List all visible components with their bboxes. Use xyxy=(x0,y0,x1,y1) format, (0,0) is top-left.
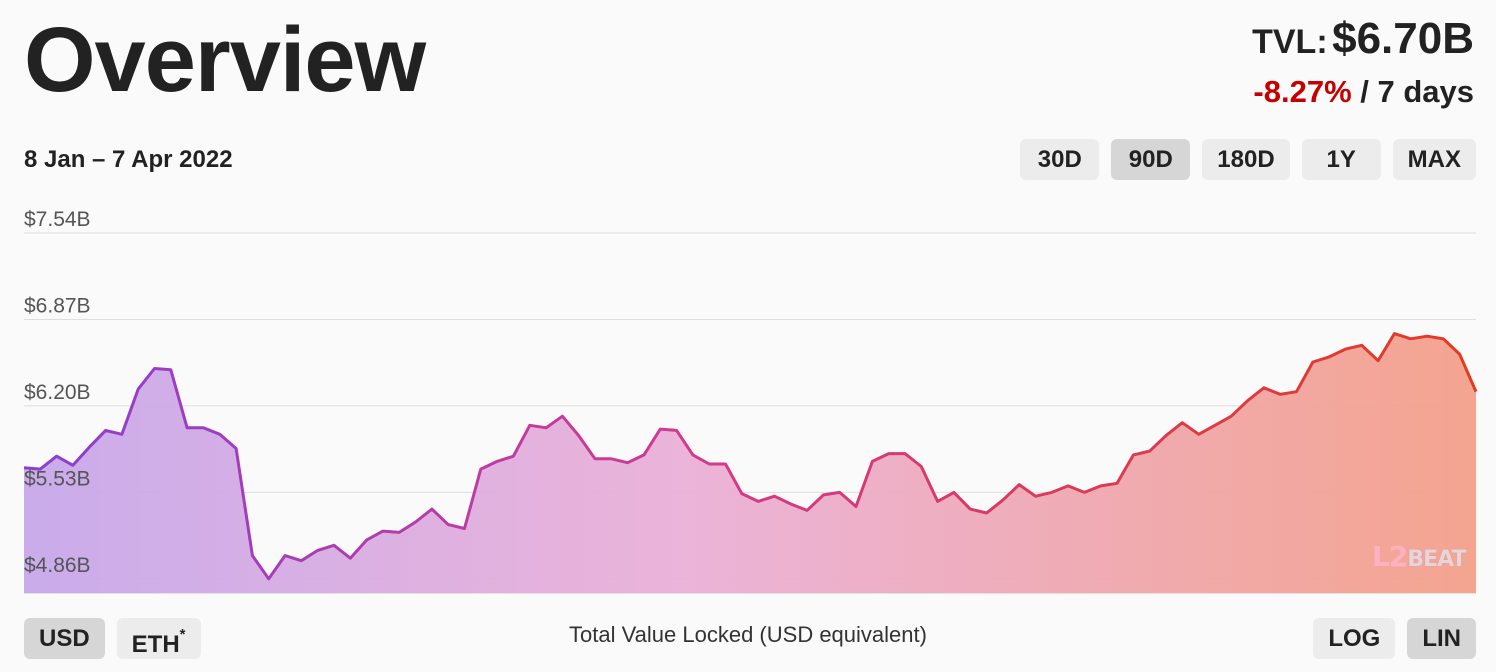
tvl-value: $6.70B xyxy=(1332,14,1474,63)
range-button-180d[interactable]: 180D xyxy=(1202,139,1290,180)
series-area xyxy=(24,333,1476,593)
range-button-90d[interactable]: 90D xyxy=(1111,139,1191,180)
range-button-1y[interactable]: 1Y xyxy=(1301,139,1381,180)
scale-button-log[interactable]: LOG xyxy=(1313,618,1396,659)
logo-2: 2 xyxy=(1388,540,1409,573)
series-line xyxy=(23,332,1478,581)
logo-beat: BEAT xyxy=(1407,547,1466,572)
y-tick-label: $6.20B xyxy=(24,381,91,404)
tvl-line: TVL: $6.70B xyxy=(1252,14,1474,74)
page-title: Overview xyxy=(24,9,426,111)
logo-l: L xyxy=(1372,540,1390,573)
y-tick-label: $4.86B xyxy=(24,554,91,577)
currency-button-usd[interactable]: USD xyxy=(24,618,105,659)
range-button-max[interactable]: MAX xyxy=(1392,139,1476,180)
y-tick-label: $7.54B xyxy=(24,208,91,231)
chart-caption: Total Value Locked (USD equivalent) xyxy=(569,622,927,647)
tvl-label: TVL: xyxy=(1252,23,1328,61)
tvl-change-period: / 7 days xyxy=(1351,74,1474,109)
currency-button-eth[interactable]: ETH* xyxy=(116,618,201,659)
chart-area-layer xyxy=(23,332,1478,593)
scale-button-lin[interactable]: LIN xyxy=(1407,618,1476,659)
l2beat-logo: L2BEAT xyxy=(1372,540,1466,573)
y-tick-label: $6.87B xyxy=(24,294,91,317)
tvl-summary: TVL: $6.70B -8.27% / 7 days xyxy=(1252,14,1474,110)
time-range-selector: 30D 90D 180D 1Y MAX xyxy=(1020,139,1476,180)
tvl-change: -8.27% / 7 days xyxy=(1252,74,1474,110)
range-button-30d[interactable]: 30D xyxy=(1020,139,1100,180)
scale-selector: LOG LIN xyxy=(1313,618,1476,659)
eth-footnote-mark: * xyxy=(179,626,186,643)
chart-y-axis: $7.54B $6.87B $6.20B $5.53B $4.86B xyxy=(24,208,91,577)
date-range: 8 Jan – 7 Apr 2022 xyxy=(24,146,233,173)
currency-eth-label: ETH xyxy=(131,631,180,658)
currency-selector: USD ETH* xyxy=(24,618,201,659)
y-tick-label: $5.53B xyxy=(24,467,91,490)
tvl-change-percent: -8.27% xyxy=(1253,74,1352,109)
